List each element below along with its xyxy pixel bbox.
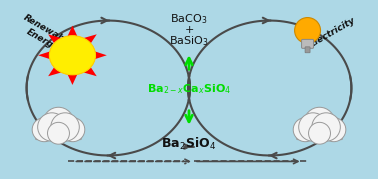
Text: Ba$_2$SiO$_4$: Ba$_2$SiO$_4$ — [161, 136, 217, 152]
Circle shape — [61, 118, 85, 142]
Ellipse shape — [50, 36, 95, 75]
FancyBboxPatch shape — [297, 127, 342, 140]
Circle shape — [308, 122, 330, 144]
Circle shape — [51, 113, 79, 141]
Circle shape — [48, 122, 70, 144]
Circle shape — [322, 118, 346, 142]
Polygon shape — [48, 34, 63, 46]
Text: Renewable
Energy: Renewable Energy — [17, 13, 74, 58]
FancyBboxPatch shape — [36, 127, 81, 140]
Circle shape — [293, 118, 317, 142]
Circle shape — [32, 118, 56, 142]
Polygon shape — [38, 50, 54, 60]
FancyBboxPatch shape — [302, 39, 313, 48]
Polygon shape — [67, 26, 77, 37]
Circle shape — [304, 107, 335, 138]
Text: +: + — [184, 25, 194, 35]
Circle shape — [38, 113, 66, 141]
Text: CO$_2$: CO$_2$ — [47, 121, 70, 135]
FancyBboxPatch shape — [305, 47, 310, 53]
Polygon shape — [91, 50, 107, 60]
Circle shape — [299, 113, 327, 141]
Polygon shape — [67, 74, 77, 85]
Polygon shape — [82, 65, 97, 76]
Polygon shape — [48, 65, 63, 76]
Text: CO$_2$: CO$_2$ — [308, 121, 331, 135]
Circle shape — [312, 113, 340, 141]
Text: Ba$_{2-x}$Ca$_x$SiO$_4$: Ba$_{2-x}$Ca$_x$SiO$_4$ — [147, 82, 231, 96]
Circle shape — [294, 18, 321, 43]
Polygon shape — [82, 34, 97, 46]
Text: BaCO$_3$: BaCO$_3$ — [170, 13, 208, 26]
Ellipse shape — [50, 36, 95, 75]
Circle shape — [43, 107, 74, 138]
Text: BaSiO$_3$: BaSiO$_3$ — [169, 34, 209, 48]
Text: Electricity: Electricity — [308, 16, 357, 49]
